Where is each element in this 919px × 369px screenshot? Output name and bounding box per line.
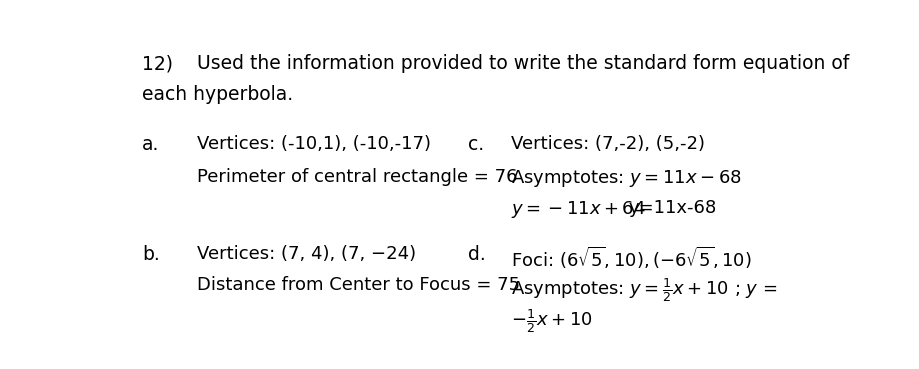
Text: y=11x-68: y=11x-68 <box>628 199 716 217</box>
Text: a.: a. <box>142 135 159 154</box>
Text: d.: d. <box>468 245 485 263</box>
Text: $y = -11x + 64$: $y = -11x + 64$ <box>510 199 645 220</box>
Text: Asymptotes: $y = 11x - 68$: Asymptotes: $y = 11x - 68$ <box>510 168 741 189</box>
Text: Vertices: (-10,1), (-10,-17): Vertices: (-10,1), (-10,-17) <box>197 135 430 153</box>
Text: c.: c. <box>468 135 483 154</box>
Text: 12): 12) <box>142 54 173 73</box>
Text: Asymptotes: $y = \frac{1}{2}x + 10$ ; $y$ =: Asymptotes: $y = \frac{1}{2}x + 10$ ; $y… <box>510 276 777 304</box>
Text: Vertices: (7,-2), (5,-2): Vertices: (7,-2), (5,-2) <box>510 135 704 153</box>
Text: each hyperbola.: each hyperbola. <box>142 86 293 104</box>
Text: Perimeter of central rectangle = 76: Perimeter of central rectangle = 76 <box>197 168 516 186</box>
Text: Distance from Center to Focus = 75: Distance from Center to Focus = 75 <box>197 276 519 294</box>
Text: Used the information provided to write the standard form equation of: Used the information provided to write t… <box>197 54 848 73</box>
Text: b.: b. <box>142 245 160 263</box>
Text: Vertices: (7, 4), (7, −24): Vertices: (7, 4), (7, −24) <box>197 245 415 263</box>
Text: Foci: $(6\sqrt{5},10),(-6\sqrt{5},10)$: Foci: $(6\sqrt{5},10),(-6\sqrt{5},10)$ <box>510 245 751 271</box>
Text: $-\frac{1}{2}x + 10$: $-\frac{1}{2}x + 10$ <box>510 307 592 335</box>
